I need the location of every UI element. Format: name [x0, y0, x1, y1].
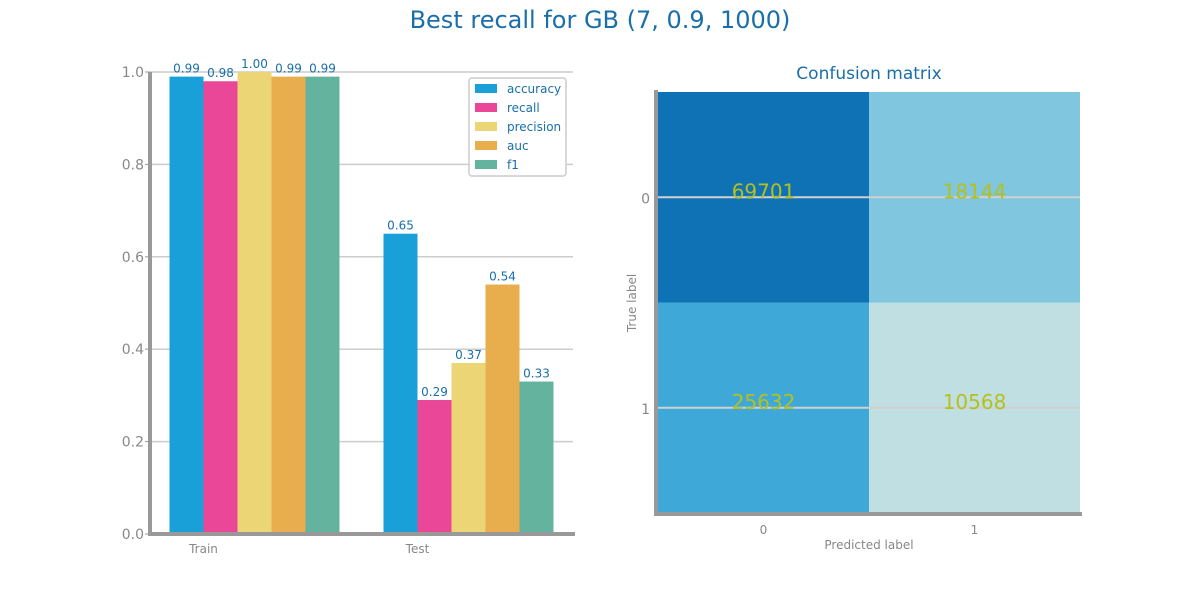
- heatmap-x-tick-label: 1: [971, 523, 979, 537]
- heatmap-cell-value: 69701: [732, 179, 796, 203]
- bar-value-label: 0.37: [455, 348, 482, 362]
- bar-chart: 0.0 0.2 0.4 0.6 0.8 1.0 0.99 0.65 0.98 0.29 1.00 0.…: [122, 57, 575, 556]
- x-tick-label: Train: [188, 542, 218, 556]
- legend-swatch-accuracy: [475, 84, 497, 93]
- figure-title: Best recall for GB (7, 0.9, 1000): [409, 6, 791, 34]
- bar-f1: [519, 381, 554, 534]
- bar-value-label: 0.99: [275, 62, 302, 76]
- bar-value-label: 0.29: [421, 385, 448, 399]
- legend-box: [468, 77, 567, 177]
- heatmap-cell-value: 10568: [943, 390, 1007, 414]
- legend-label-f1: f1: [507, 158, 519, 172]
- heatmap-x-tick-label: 0: [760, 523, 768, 537]
- bar-value-label: 0.65: [387, 219, 414, 233]
- bar-precision: [451, 363, 486, 534]
- legend-swatch-precision: [475, 122, 497, 131]
- y-tick-label: 0.0: [122, 527, 144, 543]
- bar-auc: [485, 284, 520, 534]
- bar-f1: [305, 76, 340, 535]
- heatmap-y-tick-label: 1: [641, 402, 650, 418]
- bar-value-label: 0.54: [489, 270, 516, 284]
- bar-value-label: 0.98: [207, 66, 234, 80]
- legend-label-recall: recall: [507, 101, 540, 115]
- bar-auc: [271, 76, 306, 535]
- bar-value-label: 0.99: [309, 62, 336, 76]
- legend-swatch-auc: [475, 141, 497, 150]
- legend: accuracy recall precision auc f1: [468, 77, 567, 177]
- y-tick-label: 0.4: [122, 342, 144, 358]
- heatmap-y-axis-label: True label: [625, 274, 639, 333]
- heatmap-x-axis-label: Predicted label: [824, 538, 913, 552]
- legend-label-accuracy: accuracy: [507, 82, 561, 96]
- y-tick-label: 0.6: [122, 250, 144, 266]
- confusion-matrix-chart: Confusion matrix 69701 18144 25632 10568 0 1 0 1…: [625, 64, 1082, 552]
- bar-recall: [203, 81, 238, 535]
- legend-label-precision: precision: [507, 120, 561, 134]
- heatmap-y-tick-label: 0: [641, 191, 650, 207]
- bar-accuracy: [383, 233, 418, 534]
- heatmap-cell-value: 25632: [732, 390, 796, 414]
- bar-value-label: 0.33: [523, 367, 550, 381]
- x-tick-label: Test: [405, 542, 430, 556]
- bar-value-label: 0.99: [173, 62, 200, 76]
- heatmap-cell-value: 18144: [943, 179, 1007, 203]
- legend-swatch-f1: [475, 160, 497, 169]
- y-tick-label: 0.2: [122, 435, 144, 451]
- y-tick-label: 0.8: [122, 157, 144, 173]
- heatmap-title: Confusion matrix: [796, 64, 941, 84]
- bar-recall: [417, 400, 452, 534]
- bar-precision: [237, 72, 272, 534]
- bar-accuracy: [169, 76, 204, 535]
- legend-label-auc: auc: [507, 139, 529, 153]
- legend-swatch-recall: [475, 103, 497, 112]
- y-tick-label: 1.0: [122, 65, 144, 81]
- bar-value-label: 1.00: [241, 57, 268, 71]
